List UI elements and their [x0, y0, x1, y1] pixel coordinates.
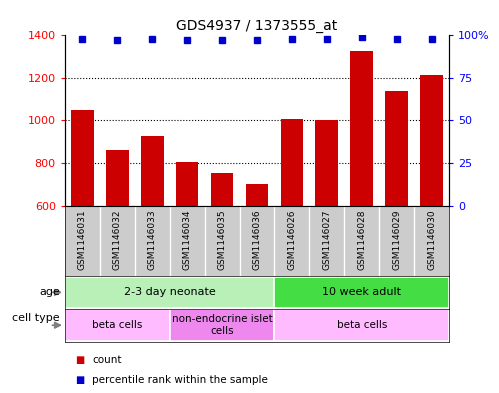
Text: GSM1146027: GSM1146027 [322, 209, 331, 270]
Title: GDS4937 / 1373555_at: GDS4937 / 1373555_at [176, 19, 338, 33]
Bar [65, 277, 274, 308]
Bar [280, 119, 303, 206]
Text: GSM1146031: GSM1146031 [78, 209, 87, 270]
Text: ■: ■ [75, 375, 84, 385]
Text: GSM1146035: GSM1146035 [218, 209, 227, 270]
Text: GSM1146029: GSM1146029 [392, 209, 401, 270]
Text: GSM1146026: GSM1146026 [287, 209, 296, 270]
Text: GSM1146030: GSM1146030 [427, 209, 436, 270]
Text: GSM1146033: GSM1146033 [148, 209, 157, 270]
Bar [274, 277, 449, 308]
Text: beta cells: beta cells [92, 320, 142, 330]
Text: GSM1146034: GSM1146034 [183, 209, 192, 270]
Bar [274, 309, 449, 341]
Bar [350, 51, 373, 206]
Text: non-endocrine islet
cells: non-endocrine islet cells [172, 314, 272, 336]
Bar [71, 110, 94, 206]
Bar [211, 173, 234, 206]
Bar [385, 91, 408, 206]
Text: GSM1146032: GSM1146032 [113, 209, 122, 270]
Bar [176, 162, 199, 206]
Bar [170, 309, 274, 341]
Text: cell type: cell type [12, 313, 60, 323]
Text: 2-3 day neonate: 2-3 day neonate [124, 287, 216, 298]
Text: percentile rank within the sample: percentile rank within the sample [92, 375, 268, 385]
Text: age: age [39, 287, 60, 298]
Text: beta cells: beta cells [337, 320, 387, 330]
Text: count: count [92, 355, 122, 365]
Bar [315, 120, 338, 206]
Text: 10 week adult: 10 week adult [322, 287, 401, 298]
Text: GSM1146036: GSM1146036 [252, 209, 261, 270]
Text: ■: ■ [75, 355, 84, 365]
Bar [65, 309, 170, 341]
Text: GSM1146028: GSM1146028 [357, 209, 366, 270]
Bar [246, 184, 268, 206]
Bar [106, 150, 129, 206]
Bar [420, 75, 443, 206]
Bar [141, 136, 164, 206]
